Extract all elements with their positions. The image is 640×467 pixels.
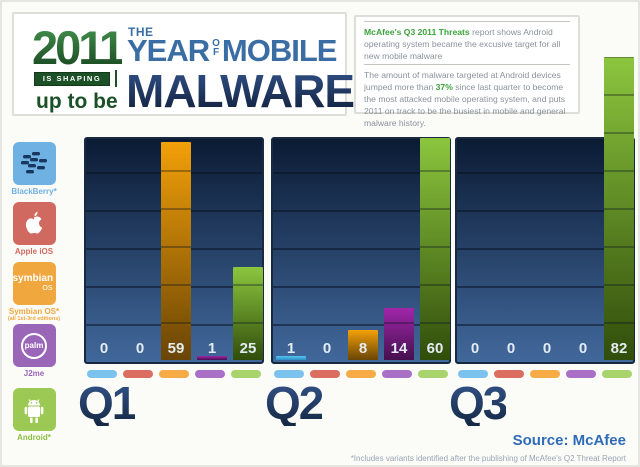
bar-value: 1 <box>207 340 217 357</box>
bar-value: 0 <box>578 340 588 357</box>
symbian-wordmark-icon: symbian OS <box>13 274 56 293</box>
legend-sublabel-symbian: (all 1st-3rd editions) <box>7 316 61 322</box>
palm-icon: palm <box>21 332 47 359</box>
apple-icon <box>25 211 43 234</box>
bar-q1-symbianos <box>161 142 191 360</box>
header-logo-box: 2011 IS SHAPING up to be THE YEAR O F MO… <box>12 12 355 116</box>
legend-item-blackberry: BlackBerry* <box>2 142 66 196</box>
is-shaping-badge: IS SHAPING <box>34 72 110 86</box>
legend-swatch-blackberry <box>458 370 488 378</box>
year-word: YEAR <box>127 33 210 68</box>
year-of-mobile-line: YEAR O F MOBILE <box>127 33 338 68</box>
callout-paragraph-2: The amount of malware targeted at Androi… <box>364 69 570 129</box>
the-label: THE <box>128 25 154 39</box>
malware-word: MALWARE <box>126 65 355 117</box>
quarter-label-q3: Q3 <box>449 377 508 429</box>
palm-tile: palm <box>12 324 56 367</box>
legend-item-j2me: palm J2me <box>2 324 66 378</box>
android-tile <box>12 388 56 431</box>
of-stack: O F <box>212 38 220 58</box>
legend-swatch-android <box>231 370 261 378</box>
callout-title: McAfee's Q3 2011 Threats <box>364 27 470 37</box>
blackberry-icon <box>21 151 47 173</box>
of-letter-o: O <box>212 38 220 49</box>
bar-q2-android <box>420 138 450 360</box>
bar-value: 14 <box>390 340 408 357</box>
bar-value: 60 <box>426 340 444 357</box>
divider <box>115 70 117 87</box>
of-letter-f: F <box>212 47 220 58</box>
chart-panel-q1: 0 0 59 1 25 <box>84 137 264 364</box>
bar-value: 59 <box>167 340 185 357</box>
callout-paragraph-1: McAfee's Q3 2011 Threats report shows An… <box>364 26 570 62</box>
bar-value: 0 <box>135 340 145 357</box>
apple-tile <box>12 202 56 245</box>
bar-value: 0 <box>470 340 480 357</box>
callout-paragraph-1-text: report shows Android operating system be… <box>364 27 561 61</box>
divider <box>364 21 570 24</box>
legend-swatch-symbianos <box>346 370 376 378</box>
mobile-word: MOBILE <box>221 33 338 68</box>
callout-box: McAfee's Q3 2011 Threats report shows An… <box>354 15 580 128</box>
legend-label-apple-ios: Apple iOS <box>14 247 54 256</box>
palm-word: palm <box>24 341 44 350</box>
legend-label-android: Android* <box>17 433 51 442</box>
callout-percent: 37% <box>435 82 453 92</box>
bar-q1-j2me <box>197 356 227 360</box>
divider <box>364 64 570 67</box>
quarter-label-q2: Q2 <box>265 377 324 429</box>
legend-swatch-j2me <box>195 370 225 378</box>
footnote-text: *Includes variants identified after the … <box>350 454 626 463</box>
bar-value: 25 <box>239 340 257 357</box>
chart-panel-q2: 1 0 8 14 60 <box>271 137 451 364</box>
callout-paragraph-2-pre: The amount of malware targeted at Androi… <box>364 70 561 92</box>
legend-swatch-appleios <box>310 370 340 378</box>
android-icon <box>24 398 44 423</box>
blackberry-tile <box>12 142 56 185</box>
legend-swatch-blackberry <box>87 370 117 378</box>
bar-value: 82 <box>610 340 628 357</box>
symbian-word: symbian <box>12 273 54 284</box>
legend-swatch-j2me <box>566 370 596 378</box>
legend-swatch-appleios <box>494 370 524 378</box>
bar-value: 0 <box>322 340 332 357</box>
year-2011-text: 2011 <box>32 21 125 74</box>
up-to-be-text: up to be <box>36 90 118 113</box>
bar-q2-symbianos <box>348 330 378 360</box>
legend-swatch-appleios <box>123 370 153 378</box>
bar-value: 0 <box>542 340 552 357</box>
legend-swatch-blackberry <box>274 370 304 378</box>
bar-q2-blackberry <box>276 356 306 360</box>
legend-label-blackberry: BlackBerry* <box>11 187 57 196</box>
bar-value: 0 <box>99 340 109 357</box>
legend-swatch-j2me <box>382 370 412 378</box>
legend-label-j2me: J2me <box>23 369 45 378</box>
legend-swatch-android <box>602 370 632 378</box>
legend-item-android: Android* <box>2 388 66 442</box>
callout-paragraph-2-post: since last quarter to become the most at… <box>364 82 566 128</box>
bar-value: 0 <box>506 340 516 357</box>
chart-panel-q3: 0 0 0 0 82 <box>455 57 635 364</box>
legend-item-symbian: symbian OS Symbian OS* (all 1st-3rd edit… <box>2 262 66 322</box>
symbian-os-word: OS <box>42 285 53 292</box>
bar-q2-j2me <box>384 308 414 360</box>
symbian-tile: symbian OS <box>12 262 56 305</box>
bar-q3-android <box>604 57 634 360</box>
bar-q1-android <box>233 267 263 360</box>
legend-swatch-android <box>418 370 448 378</box>
legend-label-symbian: Symbian OS* <box>8 307 60 316</box>
bar-value: 8 <box>358 340 368 357</box>
source-label: Source: McAfee <box>512 432 626 449</box>
bar-value: 1 <box>286 340 296 357</box>
legend-swatch-symbianos <box>530 370 560 378</box>
legend-swatch-symbianos <box>159 370 189 378</box>
quarter-label-q1: Q1 <box>78 377 137 429</box>
legend-item-apple-ios: Apple iOS <box>2 202 66 256</box>
